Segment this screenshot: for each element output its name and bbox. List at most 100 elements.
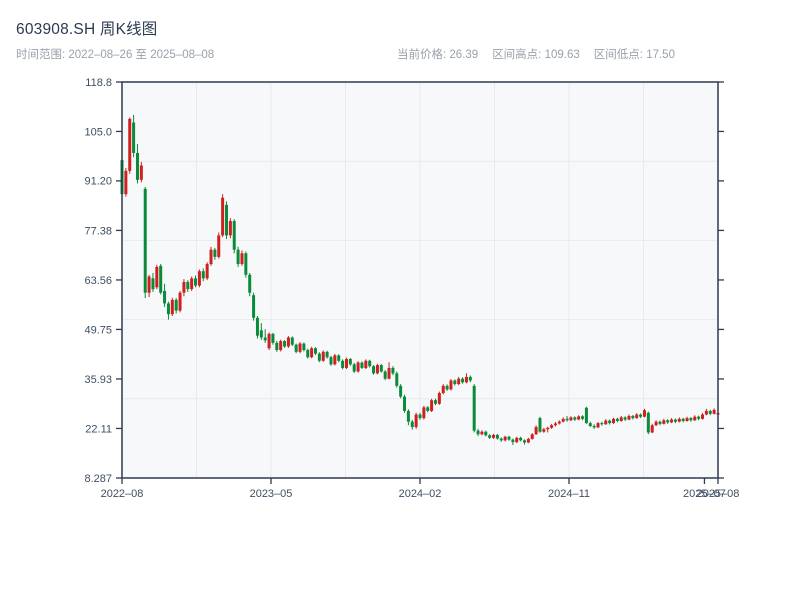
candle-body	[670, 419, 674, 423]
candle-body	[267, 333, 271, 349]
candle-body	[290, 337, 294, 345]
candle-body	[433, 400, 437, 404]
candle-body	[557, 421, 561, 424]
y-axis-label: 63.56	[84, 275, 112, 287]
candle-body	[163, 290, 167, 304]
candle-body	[321, 351, 325, 361]
candle-body	[476, 430, 480, 435]
candle-body	[596, 423, 600, 428]
candle-body	[325, 351, 329, 358]
candle-body	[205, 264, 209, 279]
candle-body	[503, 436, 507, 441]
candle-body	[522, 440, 526, 443]
current-price-label: 当前价格:	[397, 49, 447, 61]
candle-body	[600, 423, 604, 425]
candle-body	[306, 350, 310, 358]
candle-body	[526, 438, 530, 443]
candle-body	[553, 423, 557, 426]
candle-body	[190, 278, 194, 290]
candle-body	[170, 299, 174, 315]
candle-body	[708, 410, 712, 414]
candle-body	[515, 437, 519, 443]
range-low-stat: 区间低点: 17.50	[594, 49, 675, 61]
candle-body	[646, 412, 650, 433]
current-price-value: 26.39	[449, 49, 479, 61]
candle-body	[294, 344, 298, 352]
chart-subheader: 时间范围: 2022–08–26 至 2025–08–08 当前价格: 26.3…	[0, 46, 800, 62]
candle-body	[232, 221, 236, 250]
candle-body	[495, 434, 499, 439]
candle-body	[333, 355, 337, 365]
candle-body	[255, 317, 259, 336]
candle-body	[128, 118, 132, 171]
y-axis-label: 49.75	[84, 324, 112, 336]
candle-body	[283, 341, 287, 347]
y-axis-label: 118.8	[85, 77, 112, 89]
candle-body	[697, 416, 701, 419]
candle-body	[441, 385, 445, 394]
candle-body	[275, 342, 279, 351]
candle-body	[650, 425, 654, 433]
candle-body	[314, 348, 318, 354]
candle-body	[612, 418, 616, 424]
candle-body	[387, 367, 391, 379]
candle-body	[341, 360, 345, 368]
y-axis-label: 8.287	[84, 473, 112, 485]
candle-body	[581, 416, 585, 419]
candle-body	[410, 421, 414, 428]
candle-body	[151, 278, 155, 290]
candle-body	[259, 330, 263, 338]
candle-body	[372, 366, 376, 374]
candle-body	[406, 410, 410, 422]
x-axis-label: 2025–08	[697, 488, 740, 500]
candle-body	[279, 341, 283, 351]
candle-body	[147, 276, 151, 293]
candle-body	[484, 431, 488, 436]
candle-body	[135, 152, 139, 180]
candle-body	[310, 348, 314, 358]
candle-body	[689, 418, 693, 421]
candle-body	[197, 271, 201, 286]
candle-body	[236, 249, 240, 265]
candle-body	[124, 170, 128, 195]
candle-body	[132, 122, 136, 153]
candle-body	[666, 420, 670, 423]
candle-body	[681, 418, 685, 421]
candle-body	[534, 427, 538, 435]
candle-body	[201, 271, 205, 279]
candle-body	[317, 353, 321, 361]
candle-body	[364, 360, 368, 368]
time-range-text: 时间范围: 2022–08–26 至 2025–08–08	[16, 49, 215, 61]
y-axis-label: 22.11	[85, 423, 112, 435]
candle-body	[619, 417, 623, 421]
candle-body	[507, 436, 511, 440]
candle-body	[561, 418, 565, 422]
candle-body	[445, 385, 449, 390]
candle-body	[588, 423, 592, 426]
candle-body	[186, 281, 190, 290]
candle-body	[464, 376, 468, 383]
candle-body	[546, 427, 550, 430]
candle-body	[437, 393, 441, 404]
candle-body	[461, 378, 465, 383]
candle-body	[642, 410, 646, 417]
candle-body	[375, 365, 379, 374]
candle-body	[577, 416, 581, 420]
candle-body	[240, 253, 244, 265]
candle-body	[635, 414, 639, 419]
candle-body	[499, 438, 503, 441]
candle-body	[217, 235, 221, 257]
candle-body	[480, 431, 484, 435]
candle-body	[194, 278, 198, 286]
candle-body	[286, 337, 290, 347]
candle-body	[453, 380, 457, 385]
candle-body	[174, 299, 178, 311]
candle-body	[631, 415, 635, 419]
candle-body	[712, 409, 716, 414]
x-axis-label: 2022–08	[101, 488, 144, 500]
candle-body	[623, 417, 627, 420]
candle-body	[213, 249, 217, 257]
candle-body	[704, 410, 708, 415]
